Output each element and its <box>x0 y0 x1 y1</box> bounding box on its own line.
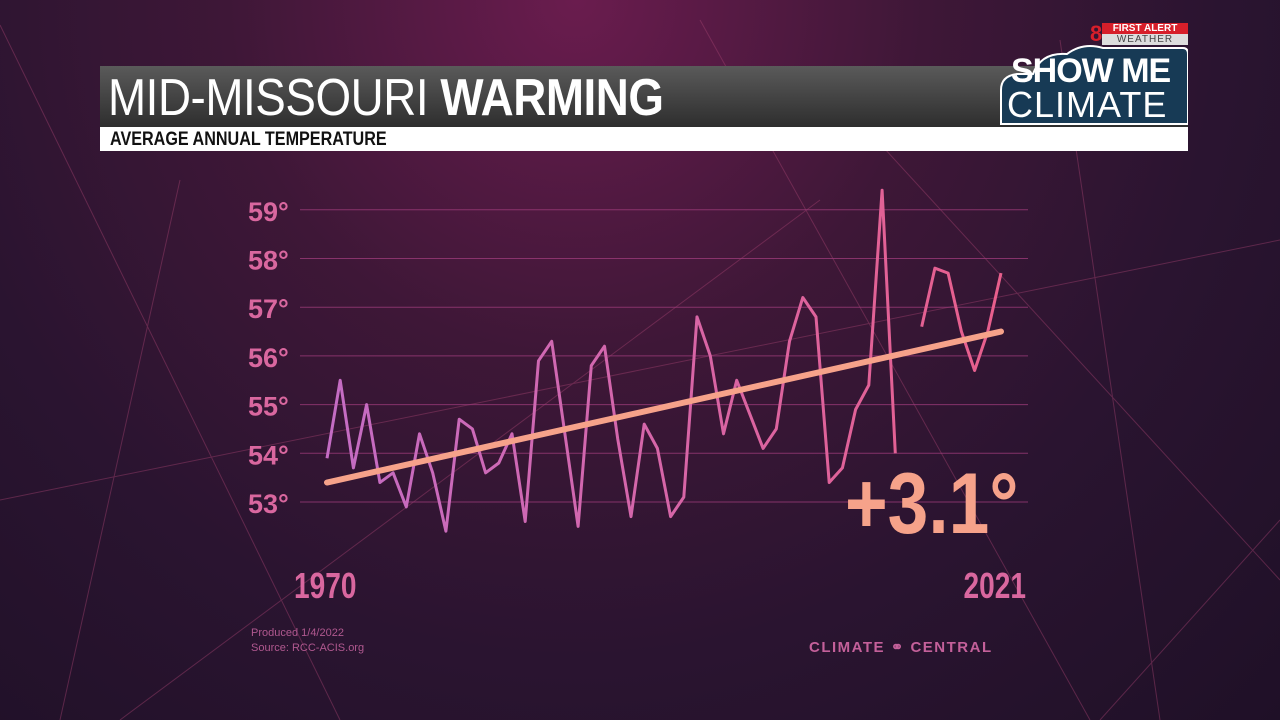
brand-left: CLIMATE <box>809 639 886 656</box>
title-bar: MID-MISSOURI WARMING <box>100 66 1188 127</box>
y-tick-label: 58° <box>248 246 289 276</box>
y-tick-label: 56° <box>248 343 289 373</box>
y-tick-label: 59° <box>248 197 289 227</box>
climate-central-logo: CLIMATE ⚭ CENTRAL <box>809 638 993 656</box>
logo-line1: SHOW ME <box>1011 52 1171 90</box>
brand-right: CENTRAL <box>910 639 993 656</box>
cloud-icon <box>1000 45 1189 125</box>
credits: Produced 1/4/2022 Source: RCC-ACIS.org <box>251 626 364 656</box>
y-tick-label: 54° <box>248 440 289 470</box>
x-tick-label: 1970 <box>294 566 356 606</box>
temperature-line <box>325 188 897 533</box>
logo-top-text: FIRST ALERT <box>1102 23 1188 34</box>
change-annotation: +3.1° <box>845 455 1019 551</box>
logo-bottom-text: WEATHER <box>1102 34 1188 45</box>
chart-subtitle: AVERAGE ANNUAL TEMPERATURE <box>110 129 387 150</box>
title-bold: WARMING <box>440 69 664 127</box>
trend-line <box>324 328 1004 486</box>
show-me-climate-logo: SHOW ME CLIMATE <box>993 40 1189 126</box>
logo-line2: CLIMATE <box>1007 84 1168 125</box>
y-tick-label: 55° <box>248 392 289 422</box>
produced-date: Produced 1/4/2022 <box>251 627 344 639</box>
y-tick-label: 57° <box>248 294 289 324</box>
station-number: 8 <box>1090 21 1103 46</box>
y-tick-label: 53° <box>248 489 289 519</box>
title-light: MID-MISSOURI <box>108 69 429 127</box>
x-tick-label: 2021 <box>964 566 1026 606</box>
subtitle-bar: AVERAGE ANNUAL TEMPERATURE <box>100 127 1188 151</box>
temperature-line <box>920 266 1003 372</box>
page-title: MID-MISSOURI WARMING <box>108 68 664 128</box>
data-source: Source: RCC-ACIS.org <box>251 642 365 654</box>
first-alert-weather-logo: 8 FIRST ALERT WEATHER <box>1090 23 1188 45</box>
climate-central-rings-icon: ⚭ <box>890 639 905 656</box>
